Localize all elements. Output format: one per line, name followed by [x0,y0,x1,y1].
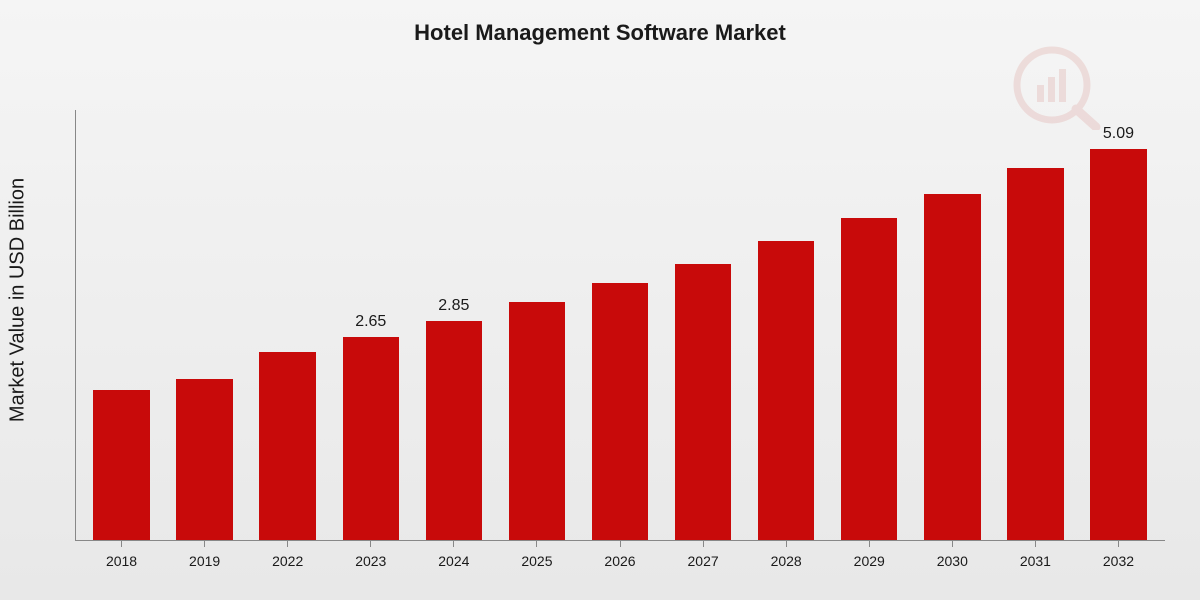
x-tick: 2022 [246,540,329,590]
x-tick-mark [1035,540,1036,547]
x-tick: 2026 [578,540,661,590]
bar [93,390,149,540]
x-tick: 2019 [163,540,246,590]
bar [176,379,232,540]
bar [675,264,731,540]
x-tick-label: 2031 [1020,553,1051,569]
x-tick-mark [786,540,787,547]
bar-slot [828,110,911,540]
x-tick-mark [453,540,454,547]
x-tick-label: 2029 [854,553,885,569]
bar-slot [745,110,828,540]
bar-slot [495,110,578,540]
x-tick: 2025 [495,540,578,590]
bar-slot [994,110,1077,540]
bar [343,337,399,540]
x-tick-mark [869,540,870,547]
x-tick-label: 2018 [106,553,137,569]
x-tick: 2028 [745,540,828,590]
x-tick-label: 2030 [937,553,968,569]
x-tick-mark [287,540,288,547]
bar-slot [246,110,329,540]
x-tick: 2032 [1077,540,1160,590]
x-tick: 2030 [911,540,994,590]
bar [426,321,482,540]
bar [758,241,814,540]
bar-value-label: 2.65 [355,313,386,331]
x-tick-label: 2022 [272,553,303,569]
x-tick-mark [1118,540,1119,547]
bar-value-label: 2.85 [438,297,469,315]
x-tick-label: 2026 [604,553,635,569]
x-tick: 2031 [994,540,1077,590]
x-tick: 2018 [80,540,163,590]
bar-slot: 2.85 [412,110,495,540]
bars-group: 2.65 2.85 5.09 [75,110,1165,540]
bar [924,194,980,540]
x-tick-mark [370,540,371,547]
x-axis: 2018 2019 2022 2023 2024 2025 2026 2027 2028 2029… [75,540,1165,590]
x-tick-label: 2027 [688,553,719,569]
bar-slot [662,110,745,540]
plot-area: 2.65 2.85 5.09 [75,110,1165,540]
x-tick-mark [620,540,621,547]
bar [1090,149,1146,540]
y-axis-label: Market Value in USD Billion [7,178,30,422]
x-tick-label: 2024 [438,553,469,569]
x-tick-mark [703,540,704,547]
x-tick-label: 2025 [521,553,552,569]
chart-container: Hotel Management Software Market Market … [0,0,1200,600]
chart-title: Hotel Management Software Market [0,20,1200,46]
bar [841,218,897,541]
x-tick-label: 2028 [771,553,802,569]
bar-slot: 5.09 [1077,110,1160,540]
x-tick-mark [536,540,537,547]
x-tick: 2027 [662,540,745,590]
bar-slot: 2.65 [329,110,412,540]
x-tick-mark [952,540,953,547]
bar-value-label: 5.09 [1103,125,1134,143]
bar [259,352,315,540]
x-tick-mark [121,540,122,547]
bar-slot [578,110,661,540]
x-tick-label: 2019 [189,553,220,569]
x-tick-mark [204,540,205,547]
x-tick: 2029 [828,540,911,590]
bar-slot [911,110,994,540]
bar [509,302,565,540]
x-tick: 2023 [329,540,412,590]
x-ticks-group: 2018 2019 2022 2023 2024 2025 2026 2027 2028 2029… [75,540,1165,590]
bar [592,283,648,540]
bar [1007,168,1063,540]
x-tick: 2024 [412,540,495,590]
bar-slot [163,110,246,540]
bar-slot [80,110,163,540]
x-tick-label: 2032 [1103,553,1134,569]
x-tick-label: 2023 [355,553,386,569]
